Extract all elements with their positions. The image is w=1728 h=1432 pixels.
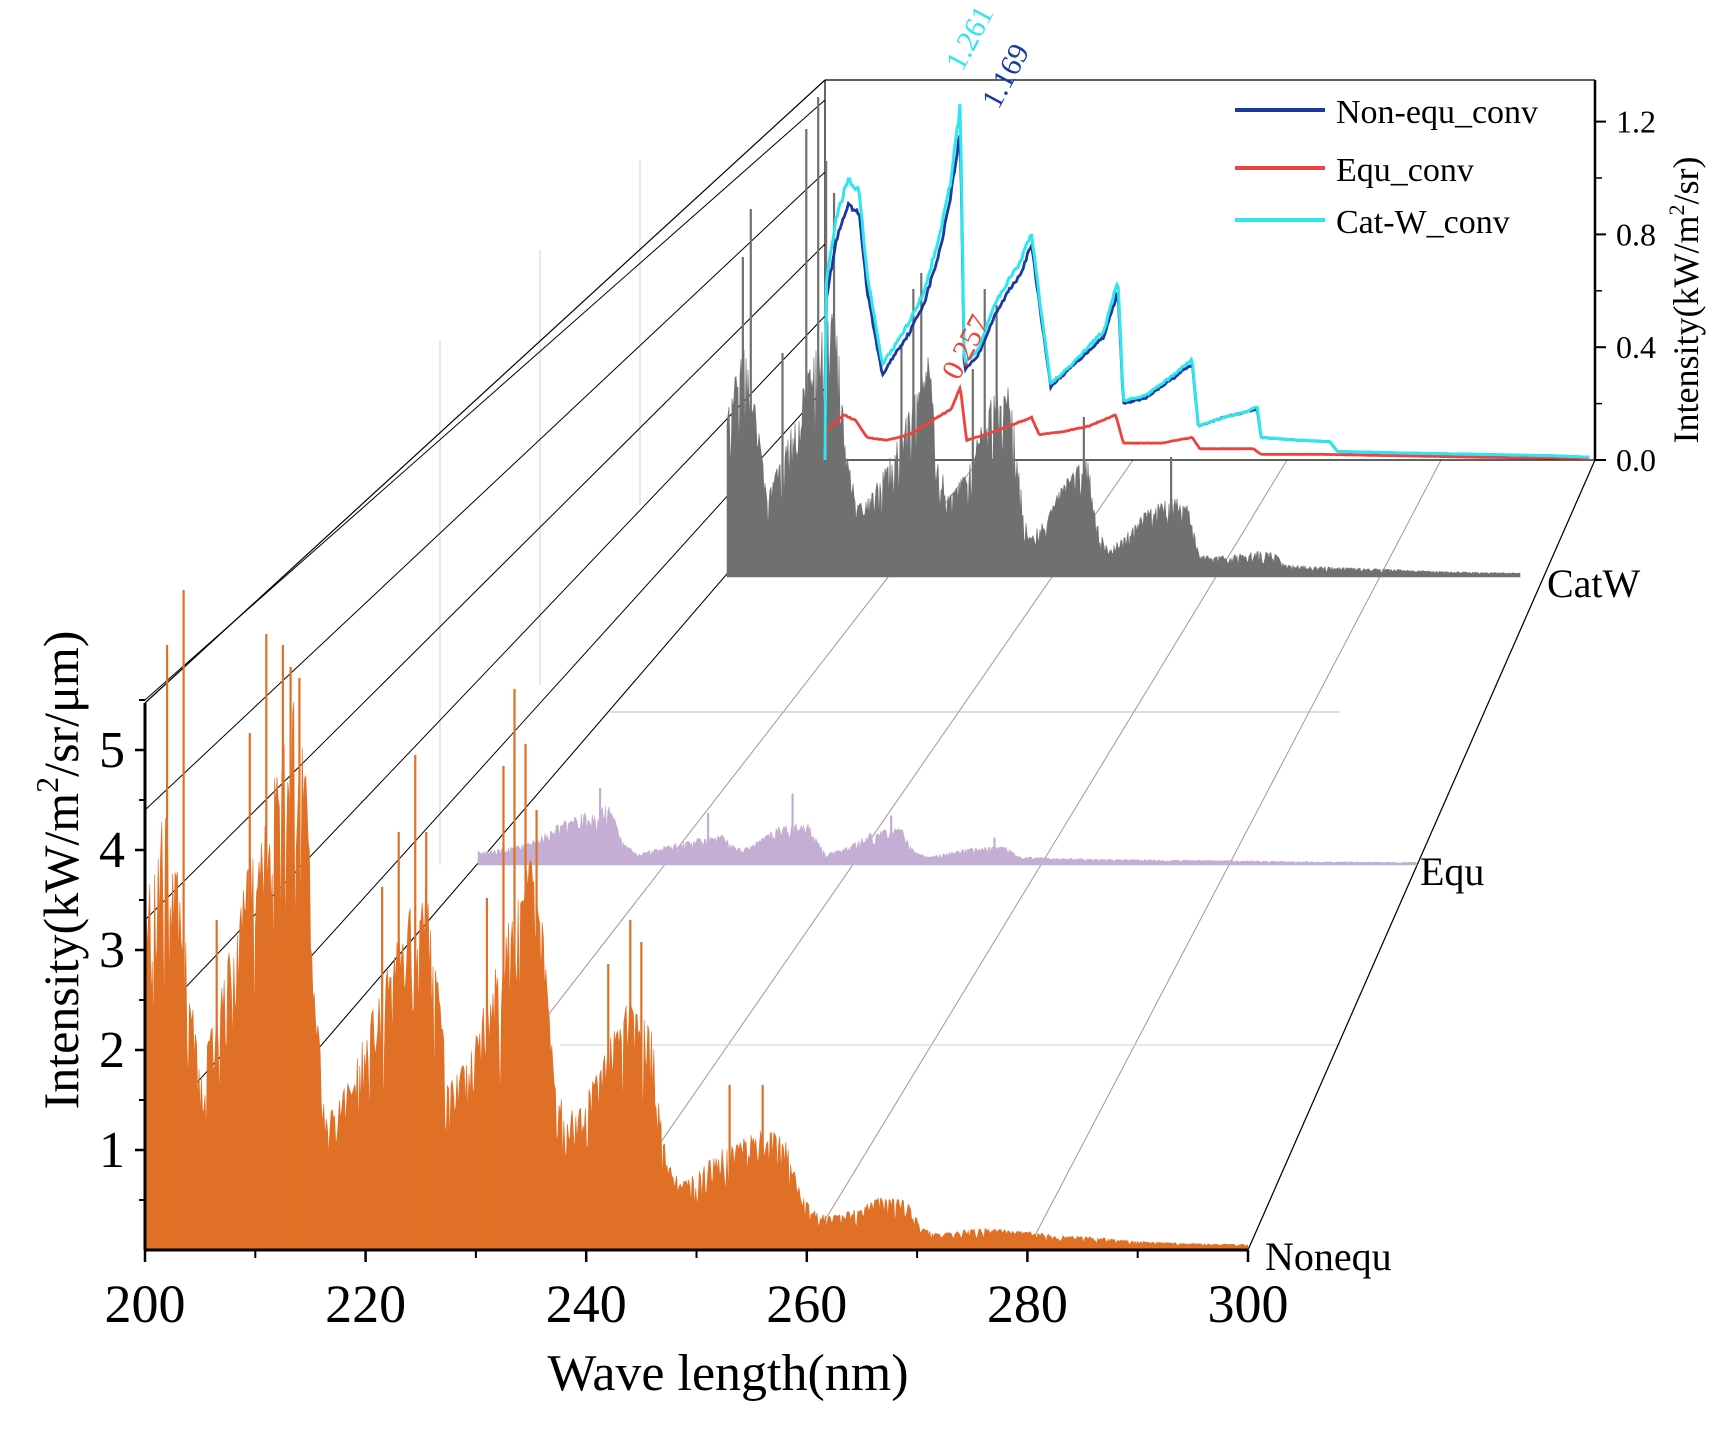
x-tick-label: 260 — [766, 1274, 847, 1334]
wall-grid-line — [144, 99, 826, 701]
catw-series — [726, 97, 1521, 578]
peak-annotation: 0.257 — [935, 310, 996, 385]
legend-label-non-equ-conv: Non-equ_conv — [1336, 94, 1538, 131]
x-tick-label: 240 — [546, 1274, 627, 1334]
inset-line-equ-conv — [823, 384, 1590, 461]
main-axes: 200 220 240 260 280 300 1 2 3 4 5 — [99, 699, 1289, 1334]
wall-grid-line — [144, 171, 826, 811]
x-axis-label: Wave length(nm) — [547, 1345, 908, 1402]
inset-line-non-equ-conv — [823, 135, 1590, 461]
inset-y-label-post: /sr) — [1666, 157, 1706, 205]
floor-grid-line — [1026, 459, 1442, 1251]
x-tick-label: 280 — [987, 1274, 1068, 1334]
spectrum-catw — [726, 294, 1521, 578]
spectrum-nonequ — [144, 701, 1249, 1251]
y-tick-label: 1 — [99, 1122, 125, 1179]
inset-y-tick-label: 0.8 — [1616, 216, 1656, 252]
y-tick-label: 4 — [99, 822, 125, 879]
frame-edge — [144, 79, 826, 704]
inset-legend: Non-equ_conv Equ_conv Cat-W_conv — [1235, 94, 1538, 241]
equ-series — [477, 788, 1418, 866]
legend-label-equ-conv: Equ_conv — [1336, 152, 1474, 189]
depth-label-catw: CatW — [1547, 561, 1641, 606]
depth-label-nonequ: Nonequ — [1265, 1234, 1392, 1279]
peak-annotation: 1.169 — [975, 39, 1036, 114]
y-axis-label-sup: 2 — [29, 777, 65, 793]
y-axis-label-post: /sr/μm) — [33, 631, 89, 777]
peak-annotation: 1.261 — [939, 1, 1000, 76]
inset-y-axis-label: Intensity(kW/m2/sr) — [1664, 157, 1706, 444]
y-tick-label: 2 — [99, 1022, 125, 1079]
y-tick-label: 5 — [99, 722, 125, 779]
x-tick-label: 200 — [105, 1274, 186, 1334]
inset-line-cat-w-conv — [823, 103, 1590, 461]
y-axis-label: Intensity(kW/m2/sr/μm) — [29, 631, 89, 1110]
spectrum-equ — [477, 806, 1418, 866]
legend-label-cat-w-conv: Cat-W_conv — [1336, 204, 1510, 241]
floor-grid-line — [806, 459, 1288, 1251]
wall-grid-line — [144, 243, 826, 921]
inset-y-tick-label: 0.0 — [1616, 442, 1656, 478]
x-tick-label: 300 — [1208, 1274, 1289, 1334]
inset-y-label-pre: Intensity(kW/m — [1666, 216, 1706, 444]
inset-y-label-sup: 2 — [1664, 205, 1689, 216]
frame-edge — [1247, 459, 1596, 1251]
y-tick-label: 3 — [99, 922, 125, 979]
inset-y-tick-label: 0.4 — [1616, 329, 1656, 365]
inset-y-tick-label: 1.2 — [1616, 104, 1656, 140]
depth-label-equ: Equ — [1420, 849, 1484, 894]
x-tick-label: 220 — [325, 1274, 406, 1334]
y-axis-label-pre: Intensity(kW/m — [33, 793, 89, 1110]
nonequ-series — [144, 590, 1249, 1251]
